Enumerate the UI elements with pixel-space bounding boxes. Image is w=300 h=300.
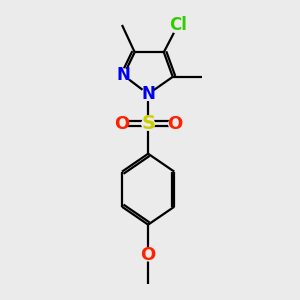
Text: N: N [117,66,130,84]
Text: S: S [141,114,155,134]
Text: O: O [167,115,183,133]
Text: O: O [140,245,156,263]
Circle shape [142,88,155,100]
Text: N: N [141,85,155,103]
Circle shape [170,17,186,33]
Circle shape [117,69,130,82]
Circle shape [115,118,128,130]
Circle shape [142,248,155,261]
Circle shape [142,118,155,130]
Circle shape [169,118,182,130]
Text: O: O [114,115,129,133]
Text: Cl: Cl [169,16,187,34]
